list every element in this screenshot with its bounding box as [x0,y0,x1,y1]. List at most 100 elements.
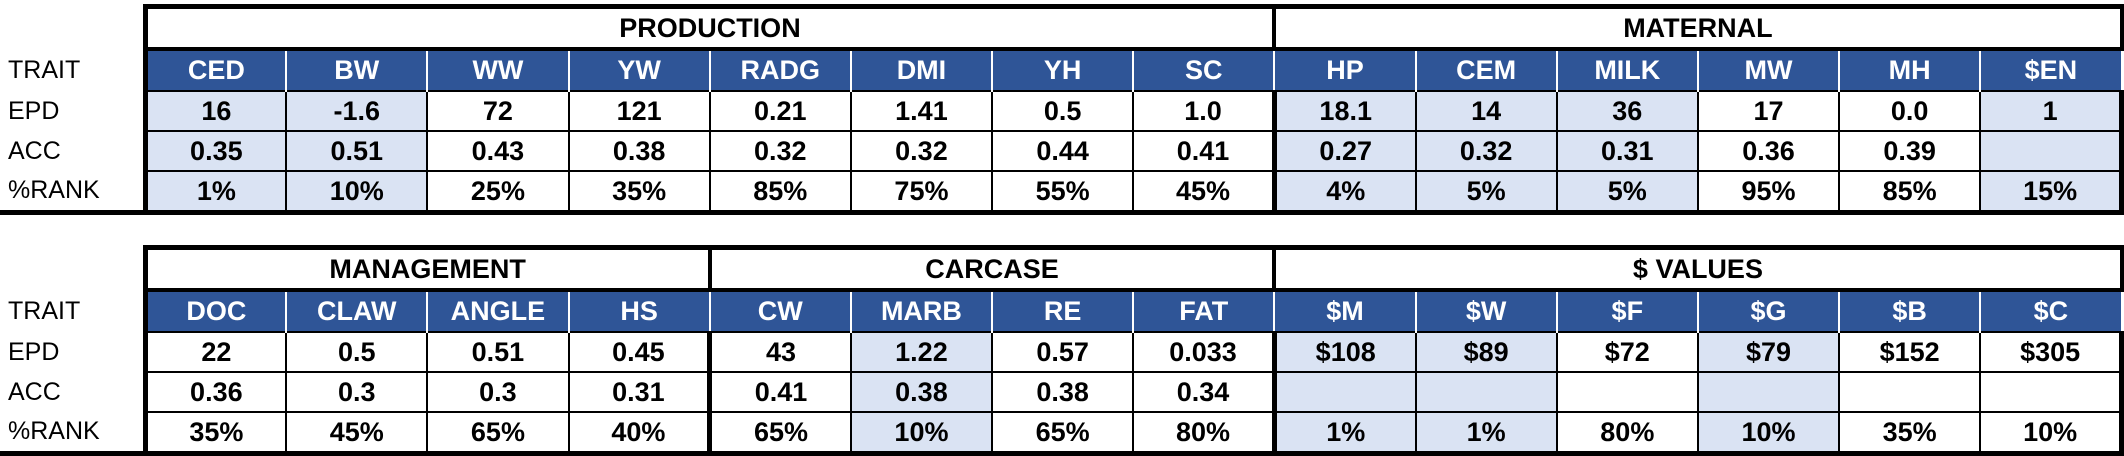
acc-cell: 0.3 [285,371,429,413]
trait-header: $F [1555,290,1699,332]
epd-cell: 1.22 [849,331,994,373]
epd-cell: $79 [1696,331,1841,373]
acc-row: ACC 0.35 0.51 0.43 0.38 0.32 0.32 0.44 0.41 0.27 0… [0,130,2124,172]
trait-header: MH [1838,49,1982,91]
trait-header: ANGLE [426,290,570,332]
acc-cell: 0.41 [707,371,852,413]
epd-cell: -1.6 [285,90,429,132]
rank-row: %RANK 1% 10% 25% 35% 85% 75% 55% 45% 4% 5% 5% 95% 85%… [0,170,2124,215]
group-header-row: PRODUCTION MATERNAL [0,4,2124,51]
trait-header: $M [1273,290,1417,332]
rank-cell: 80% [1555,411,1699,456]
epd-cell: 18.1 [1271,90,1417,132]
trait-header: HS [567,290,711,332]
rank-cell: 65% [991,411,1135,456]
acc-cell: 0.36 [143,371,288,413]
row-label-blank [0,6,148,49]
epd-row: EPD 22 0.5 0.51 0.45 43 1.22 0.57 0.033 $108 $89 $7… [0,331,2124,373]
row-label-trait: TRAIT [0,290,148,332]
row-label-acc: ACC [0,372,148,412]
group-title-production: PRODUCTION [142,4,1277,51]
epd-cell: 36 [1555,90,1699,132]
acc-cell [1838,371,1982,413]
acc-cell [1979,130,2124,172]
epd-cell: 0.5 [991,90,1135,132]
group-title-management: MANAGEMENT [143,245,712,292]
rank-cell: 1% [143,170,288,215]
rank-cell: 80% [1132,411,1276,456]
rank-cell: 35% [143,411,288,456]
acc-cell [1555,371,1699,413]
trait-header: CLAW [285,290,429,332]
trait-header: BW [285,49,429,91]
epd-cell: $152 [1838,331,1982,373]
acc-cell: 0.38 [567,130,711,172]
acc-cell [1696,371,1841,413]
epd-cell: 17 [1696,90,1841,132]
trait-header: RADG [708,49,852,91]
row-label-epd: EPD [0,332,148,372]
epd-table-production-maternal: PRODUCTION MATERNAL TRAIT CED BW WW YW RADG DMI Y… [0,4,2124,215]
epd-cell: $305 [1979,331,2124,373]
trait-header: YW [567,49,711,91]
acc-cell: 0.44 [991,130,1135,172]
group-title-carcase: CARCASE [707,245,1277,292]
epd-table-management-carcase-values: MANAGEMENT CARCASE $ VALUES TRAIT DOC CLAW ANG… [0,245,2124,456]
trait-header: DMI [849,49,994,91]
trait-header: HP [1273,49,1417,91]
acc-row: ACC 0.36 0.3 0.3 0.31 0.41 0.38 0.38 0.34 [0,371,2124,413]
epd-cell: 43 [707,331,852,373]
trait-header: YH [991,49,1135,91]
acc-cell: 0.39 [1838,130,1982,172]
epd-cell: 0.0 [1838,90,1982,132]
rank-cell: 1% [1271,411,1417,456]
rank-cell: 5% [1414,170,1558,215]
rank-cell: 65% [426,411,570,456]
trait-header: DOC [143,290,288,332]
trait-header: MW [1696,49,1841,91]
rank-cell: 25% [426,170,570,215]
rank-cell: 10% [849,411,994,456]
trait-header-row: TRAIT DOC CLAW ANGLE HS CW MARB RE FAT $M $W $F $G $B… [0,290,2123,332]
acc-cell [1271,371,1417,413]
acc-cell: 0.38 [991,371,1135,413]
acc-cell: 0.51 [285,130,429,172]
rank-cell: 45% [285,411,429,456]
rank-cell: 55% [991,170,1135,215]
acc-cell [1414,371,1558,413]
rank-cell: 10% [285,170,429,215]
trait-header: CEM [1414,49,1558,91]
trait-header-row: TRAIT CED BW WW YW RADG DMI YH SC HP CEM MILK MW MH $E… [0,49,2123,91]
acc-cell: 0.38 [849,371,994,413]
rank-cell: 65% [707,411,852,456]
rank-cell: 85% [1838,170,1982,215]
acc-cell: 0.32 [849,130,994,172]
rank-cell: 10% [1696,411,1841,456]
acc-cell: 0.31 [1555,130,1699,172]
rank-cell: 15% [1979,170,2124,215]
row-label-acc: ACC [0,131,148,171]
group-title-maternal: MATERNAL [1272,4,2124,51]
epd-cell: 0.033 [1132,331,1276,373]
trait-header: SC [1132,49,1276,91]
trait-header: MILK [1555,49,1699,91]
rank-cell: 40% [567,411,711,456]
acc-cell: 0.43 [426,130,570,172]
trait-header: WW [426,49,570,91]
epd-cell: 1.0 [1132,90,1276,132]
group-header-row: MANAGEMENT CARCASE $ VALUES [0,245,2124,292]
rank-row: %RANK 35% 45% 65% 40% 65% 10% 65% 80% 1% 1% 80% 10% 3… [0,411,2124,456]
trait-header: $W [1414,290,1558,332]
rank-cell: 5% [1555,170,1699,215]
rank-cell: 35% [1838,411,1982,456]
trait-header: CW [708,290,852,332]
rank-cell: 75% [849,170,994,215]
acc-cell: 0.41 [1132,130,1276,172]
rank-cell: 4% [1271,170,1417,215]
trait-header: RE [991,290,1135,332]
epd-cell: 1 [1979,90,2124,132]
rank-cell: 35% [567,170,711,215]
acc-cell: 0.32 [1414,130,1558,172]
trait-header: $B [1838,290,1982,332]
rank-cell: 45% [1132,170,1276,215]
